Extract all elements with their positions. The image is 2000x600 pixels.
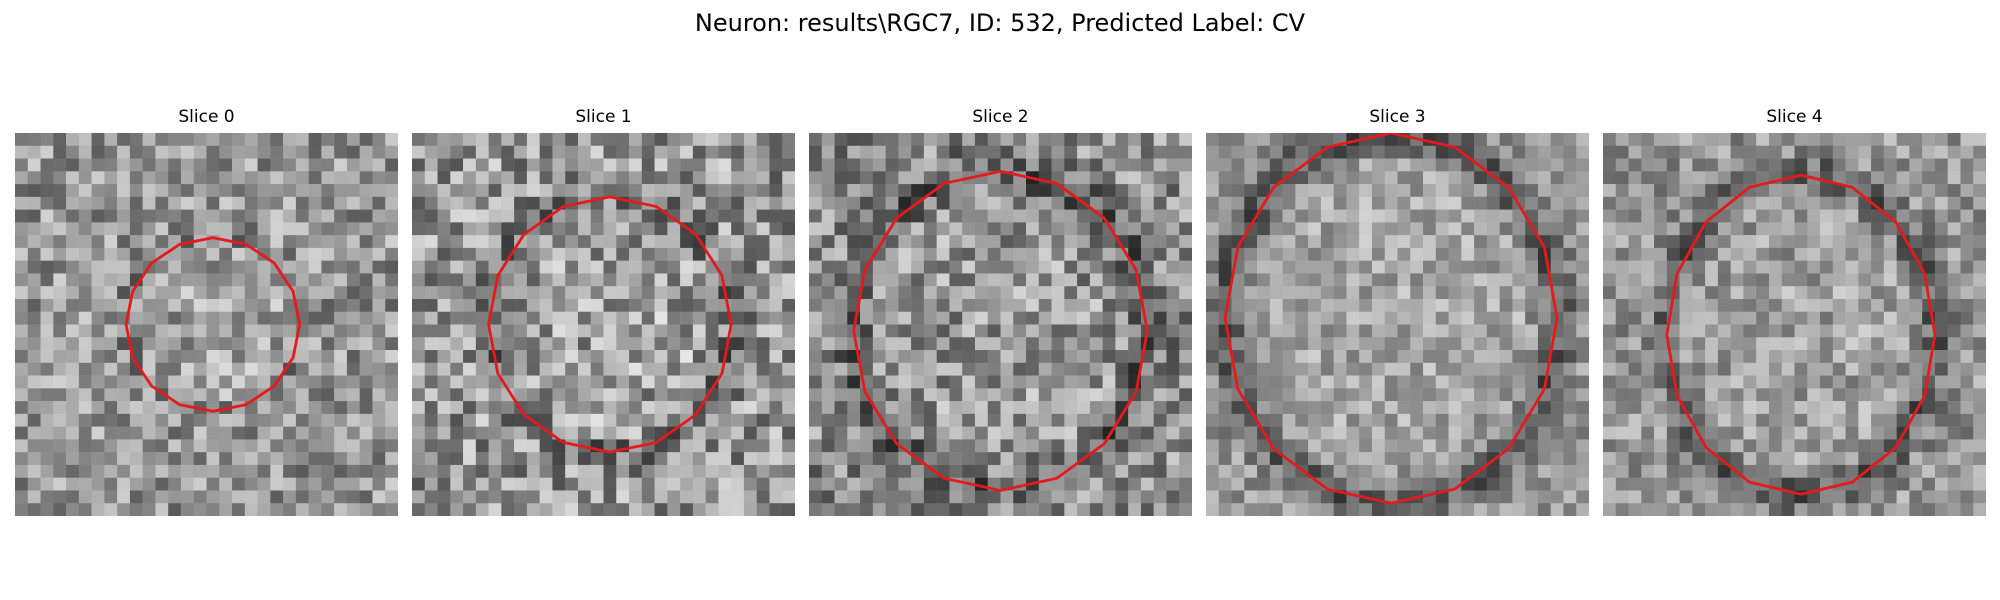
- slice-image-0: [15, 133, 398, 516]
- slice-image-1: [412, 133, 795, 516]
- roi-contour: [1223, 133, 1559, 505]
- slice-panel-2: Slice 2: [809, 105, 1192, 516]
- slice-panel-1: Slice 1: [412, 105, 795, 516]
- slice-title-0: Slice 0: [178, 107, 235, 127]
- roi-contour: [1665, 173, 1937, 496]
- slice-image-3: [1206, 133, 1589, 516]
- slice-title-1: Slice 1: [575, 107, 632, 127]
- slice-panel-0: Slice 0: [15, 105, 398, 516]
- roi-contour: [852, 169, 1149, 492]
- slice-panel-3: Slice 3: [1206, 105, 1589, 516]
- slice-image-4: [1603, 133, 1986, 516]
- roi-contour: [487, 195, 733, 454]
- slice-title-3: Slice 3: [1369, 107, 1426, 127]
- roi-contour: [124, 236, 302, 413]
- slice-title-2: Slice 2: [972, 107, 1029, 127]
- slice-image-2: [809, 133, 1192, 516]
- slice-panel-4: Slice 4: [1603, 105, 1986, 516]
- slice-title-4: Slice 4: [1766, 107, 1823, 127]
- figure-title: Neuron: results\RGC7, ID: 532, Predicted…: [694, 9, 1306, 37]
